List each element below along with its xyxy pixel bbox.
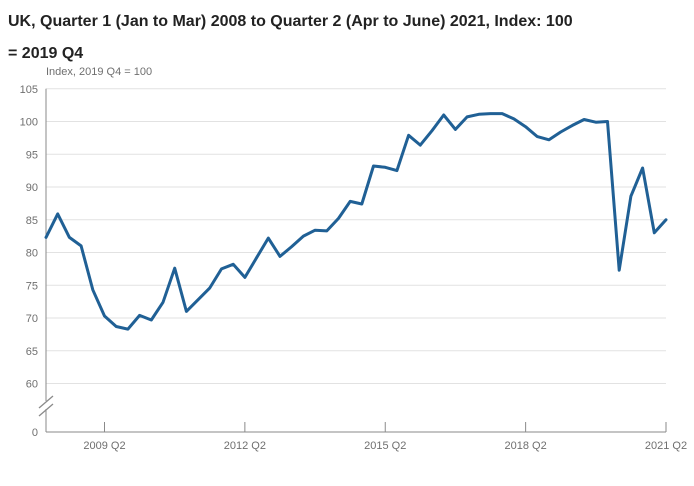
chart-subtitle: Index, 2019 Q4 = 100 — [46, 66, 153, 78]
axis-break-icon — [38, 395, 54, 409]
y-tick-label: 105 — [20, 84, 38, 96]
y-tick-label: 0 — [32, 427, 38, 439]
y-tick-label: 85 — [26, 215, 38, 227]
y-tick-label: 95 — [26, 149, 38, 161]
chart-title-line2: = 2019 Q4 — [8, 45, 84, 62]
y-tick-label: 70 — [26, 313, 38, 325]
axis-break-icon — [38, 403, 54, 417]
data-line-series — [44, 112, 668, 331]
y-tick-label: 100 — [20, 117, 38, 129]
x-tick-label: 2018 Q2 — [505, 440, 547, 452]
y-tick-label: 60 — [26, 379, 38, 391]
y-tick-label: 90 — [26, 182, 38, 194]
chart-title-line1: UK, Quarter 1 (Jan to Mar) 2008 to Quart… — [8, 13, 573, 30]
x-tick-label: 2021 Q2 — [645, 440, 687, 452]
y-tick-label: 75 — [26, 280, 38, 292]
chart-title: UK, Quarter 1 (Jan to Mar) 2008 to Quart… — [8, 6, 680, 70]
x-tick-label: 2009 Q2 — [83, 440, 125, 452]
y-tick-label: 65 — [26, 346, 38, 358]
x-tick-label: 2015 Q2 — [364, 440, 406, 452]
x-tick-label: 2012 Q2 — [224, 440, 266, 452]
y-tick-label: 80 — [26, 248, 38, 260]
